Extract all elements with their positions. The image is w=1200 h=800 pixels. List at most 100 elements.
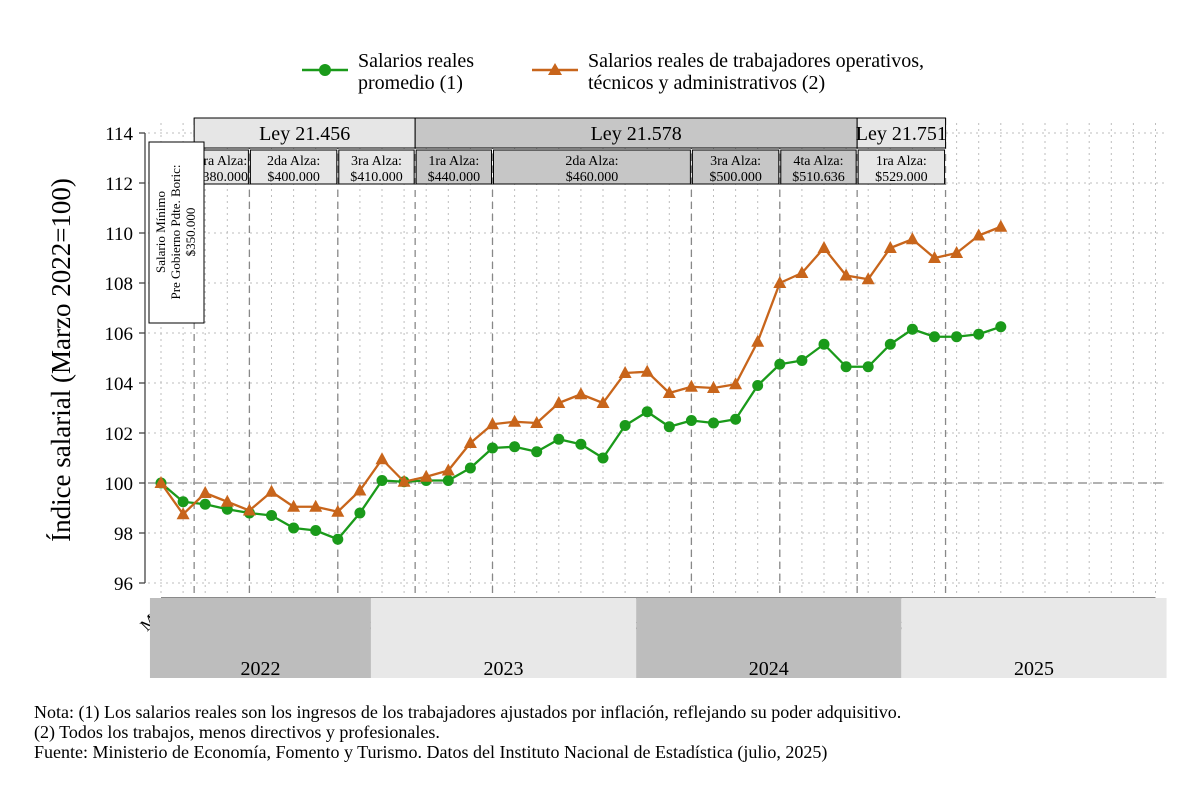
raise-label: 4ta Alza:: [793, 154, 843, 169]
series-2-point: [220, 494, 234, 507]
legend-label-operativos: Salarios reales de trabajadores operativ…: [588, 50, 924, 94]
series-2-point: [287, 499, 301, 512]
series-2-point: [707, 381, 720, 393]
series-1-point: [310, 525, 322, 536]
series-2-point: [883, 241, 897, 253]
law-label: Ley 21.456: [259, 123, 350, 145]
raise-amount: $380.000: [196, 170, 249, 185]
pre-gobierno-frame: [148, 141, 205, 324]
series-2-point: [795, 266, 809, 278]
series-2-point: [773, 276, 787, 288]
series-2-point: [353, 483, 367, 496]
series-2-point: [530, 416, 544, 428]
series-2-point: [817, 241, 831, 253]
series-2-point: [508, 414, 522, 427]
legend-item-operativos: Salarios reales de trabajadores operativ…: [530, 50, 924, 94]
raise-amount: $460.000: [566, 170, 619, 185]
series-1-point: [884, 338, 896, 350]
series-1-point: [354, 507, 366, 519]
year-band: [149, 598, 371, 678]
series-1-point: [929, 331, 940, 343]
pre-gobierno-line: Pre Gobierno Pdte. Boric:: [168, 164, 183, 299]
series-1-point: [818, 338, 830, 350]
raise-amount: $510.636: [792, 170, 845, 185]
law-boxes: Ley 21.456 Ley 21.578 Ley 21.751: [193, 117, 947, 149]
legend-label-operativos-line2: técnicos y administrativos (2): [588, 72, 826, 94]
series-1-point: [442, 475, 454, 486]
y-tick-label: 102: [105, 424, 134, 445]
y-tick-label: 96: [114, 574, 133, 595]
series-2-point: [994, 219, 1008, 232]
series-2-point: [839, 268, 853, 281]
series-1-point: [288, 522, 300, 534]
law-box: [856, 117, 947, 149]
series-1-point: [708, 417, 719, 429]
series-2-point: [596, 396, 610, 408]
series-2-point: [265, 484, 278, 497]
raise-label: 3ra Alza:: [710, 154, 761, 169]
series-2-point: [463, 436, 477, 448]
series-2-point: [751, 334, 765, 347]
raise-label: 1ra Alza:: [196, 154, 247, 169]
series-1-point: [531, 446, 543, 458]
series-1-point: [619, 420, 631, 431]
raise-amount: $410.000: [350, 170, 403, 185]
series-1-point: [266, 510, 277, 521]
series-1-point: [641, 406, 653, 418]
raise-box: [493, 149, 691, 185]
series-1-point: [177, 496, 189, 508]
series-2-point: [176, 507, 190, 520]
series-1-point: [840, 361, 852, 373]
series-2-point: [662, 386, 676, 398]
series-2-point: [950, 246, 964, 258]
legend-item-promedio: Salarios reales promedio (1): [300, 50, 474, 94]
series-1-point: [332, 533, 344, 545]
year-bands: 2022 2023 2024 2025: [149, 598, 1167, 680]
series-1-point: [553, 433, 565, 445]
raise-label: 2da Alza:: [267, 154, 320, 169]
y-tick-label: 108: [105, 274, 134, 295]
raise-box: [691, 149, 780, 185]
raise-label: 1ra Alza:: [876, 154, 927, 169]
series-2-point: [198, 486, 212, 498]
y-tick-label: 104: [105, 374, 134, 395]
series-1-point: [199, 498, 211, 510]
series-2-point: [618, 366, 632, 378]
raise-amount: $500.000: [709, 170, 762, 185]
series-2-point: [640, 364, 654, 377]
raise-box: [249, 149, 338, 185]
series-1-point: [862, 361, 874, 373]
raise-box: [338, 149, 415, 185]
year-band: [901, 598, 1167, 678]
series-2-point: [397, 474, 411, 487]
series-2-point: [242, 503, 256, 516]
raise-label: 1ra Alza:: [428, 154, 479, 169]
legend-label-promedio-line2: promedio (1): [358, 72, 463, 94]
series-2-point: [552, 396, 566, 408]
legend-label-operativos-line1: Salarios reales de trabajadores operativ…: [588, 50, 924, 72]
year-label: 2022: [240, 658, 280, 680]
series-1-point: [487, 442, 498, 454]
note-source: Fuente: Ministerio de Economía, Fomento …: [34, 742, 828, 762]
law-label: Ley 21.578: [591, 123, 682, 145]
series-2-point: [331, 504, 345, 517]
year-band: [636, 598, 902, 678]
y-axis-label: Índice salarial (Marzo 2022=100): [46, 178, 76, 542]
legend-label-promedio: Salarios reales promedio (1): [358, 50, 474, 94]
series-2-point: [905, 232, 919, 245]
series-1-point: [685, 415, 697, 426]
series-2-point: [309, 499, 323, 512]
series-2-point: [154, 476, 168, 488]
series-2-point: [861, 272, 875, 285]
year-label: 2023: [484, 658, 524, 680]
pre-gobierno-line: Salario Mínimo: [153, 191, 168, 273]
raise-amount: $440.000: [428, 170, 481, 185]
series-2-point: [486, 417, 499, 430]
raise-box: [857, 149, 946, 185]
series-1-point: [464, 462, 476, 474]
note-2: (2) Todos los trabajos, menos directivos…: [34, 722, 440, 742]
y-tick-label: 114: [105, 124, 133, 145]
series-1-point: [376, 475, 388, 486]
raise-box: [780, 149, 857, 185]
